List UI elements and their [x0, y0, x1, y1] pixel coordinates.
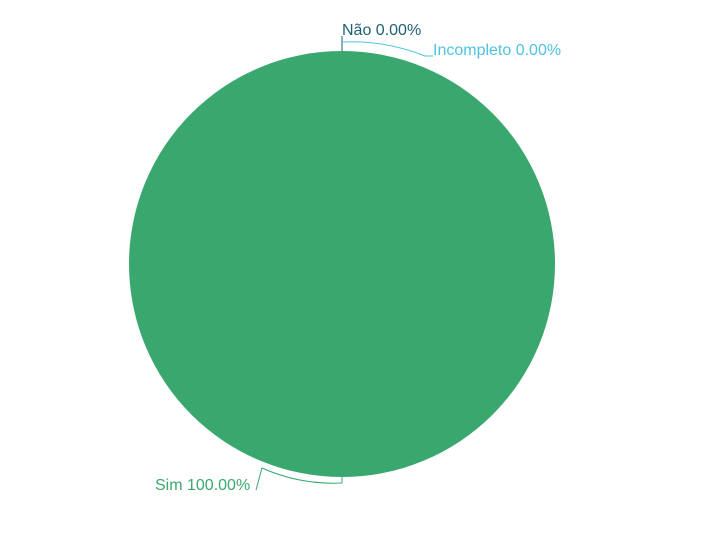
data-label-nao: Não 0.00% — [342, 22, 421, 39]
data-label-sim: Sim 100.00% — [155, 477, 250, 494]
leader-line-sim — [255, 467, 343, 491]
slices-layer — [129, 51, 555, 477]
pie-slice-sim — [129, 51, 555, 477]
leader-line-incompleto — [341, 41, 433, 57]
data-label-incompleto: Incompleto 0.00% — [433, 42, 561, 59]
leader-lines-layer — [255, 36, 433, 491]
